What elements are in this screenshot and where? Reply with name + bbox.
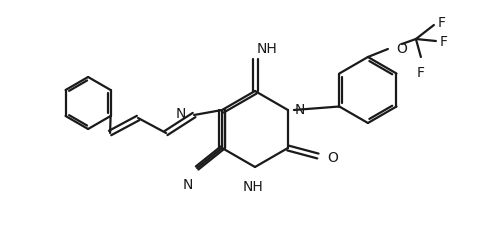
Text: NH: NH <box>243 179 263 193</box>
Text: F: F <box>438 16 446 30</box>
Text: F: F <box>417 66 425 80</box>
Text: F: F <box>440 35 448 49</box>
Text: N: N <box>295 103 305 116</box>
Text: O: O <box>396 42 407 56</box>
Text: NH: NH <box>257 42 278 56</box>
Text: O: O <box>327 150 338 164</box>
Text: N: N <box>176 106 186 121</box>
Text: N: N <box>183 177 193 191</box>
